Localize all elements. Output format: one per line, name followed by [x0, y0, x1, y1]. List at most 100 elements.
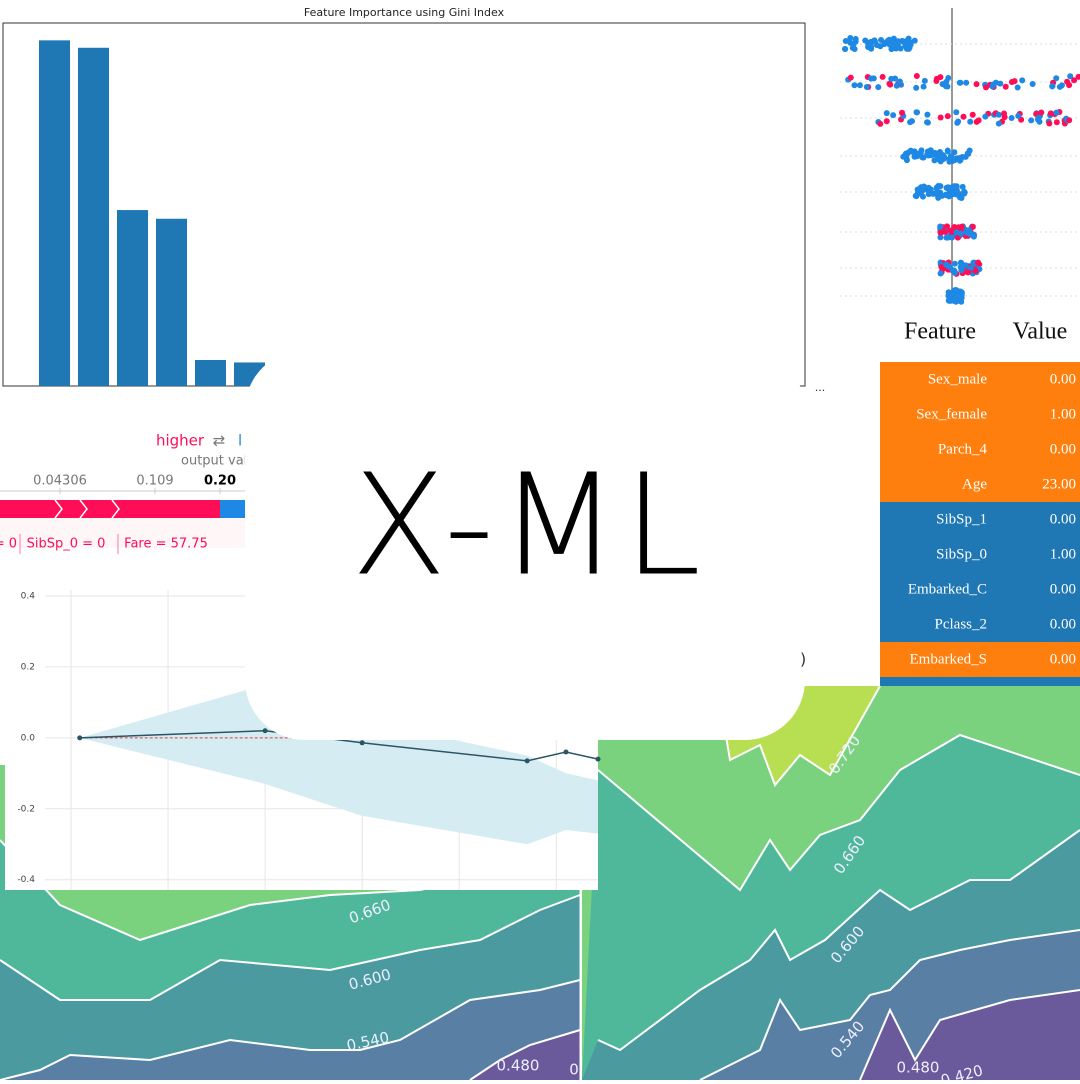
swarm-dot — [1049, 83, 1056, 90]
swarm-dot — [990, 81, 997, 88]
swarm-dot — [960, 113, 967, 120]
value-cell: 0.00 — [1050, 581, 1076, 597]
contour-line — [469, 1029, 581, 1081]
y-tick-label: -0.4 — [17, 875, 35, 885]
force-plot: higher ⇄ l output val = 0 SibSp_0 = 0 Fa… — [0, 432, 250, 554]
swarm-dot — [878, 36, 885, 43]
feature-label: Fare = 57.75 — [124, 537, 208, 552]
swarm-dot — [965, 269, 972, 276]
swarm-dot — [935, 183, 942, 190]
swarm-dot — [946, 193, 953, 200]
swarm-dot — [913, 109, 920, 116]
contour-line — [0, 894, 581, 1001]
swarm-dot — [945, 184, 952, 191]
swarm-dot — [842, 37, 849, 44]
logo-text: X-ML — [351, 445, 705, 608]
contour-band — [0, 1030, 580, 1080]
swarm-dot — [953, 183, 960, 190]
swarm-dot — [888, 75, 895, 82]
table-row — [880, 397, 1080, 432]
table-row — [880, 467, 1080, 502]
swarm-dot — [937, 74, 944, 81]
force-tick-label: 0.109 — [136, 474, 173, 489]
swarm-dot — [1046, 120, 1053, 127]
swarm-dot — [1066, 117, 1073, 124]
feature-cell: SibSp_0 — [936, 546, 987, 562]
swarm-dot — [1011, 78, 1018, 85]
contour-line — [597, 733, 1080, 892]
swarm-dot — [1038, 109, 1045, 116]
contour-line — [699, 929, 1080, 1081]
swarm-dot — [975, 117, 982, 124]
value-cell: 0.00 — [1050, 616, 1076, 632]
value-cell: 1.00 — [1050, 546, 1076, 562]
swarm-dot — [944, 113, 951, 120]
swarm-dot — [937, 234, 944, 241]
table-row — [880, 607, 1080, 642]
swarm-dot — [954, 294, 961, 301]
feature-cell: Pclass_2 — [935, 616, 988, 632]
swarm-dot — [925, 191, 932, 198]
arrows: ⇄ — [213, 432, 226, 450]
swarm-dot — [868, 75, 875, 82]
swarm-dot — [896, 78, 903, 85]
value-cell: 0.00 — [1050, 441, 1076, 457]
swarm-dot — [1071, 77, 1078, 84]
chevron — [54, 499, 63, 519]
feature-cell: Embarked_S — [910, 651, 987, 667]
header-value: Value — [1013, 319, 1068, 345]
table-row — [880, 537, 1080, 572]
swarm-dot — [937, 270, 944, 277]
swarm-dot — [851, 82, 858, 89]
swarm-dot — [893, 82, 900, 89]
swarm-dot — [888, 46, 895, 53]
swarm-dot — [957, 230, 964, 237]
swarm-dot — [969, 111, 976, 118]
bar — [195, 359, 226, 386]
feature-cell: Sex_male — [928, 371, 987, 387]
swarm-dot — [942, 228, 949, 235]
swarm-dot — [943, 234, 950, 241]
swarm-dot — [949, 234, 956, 241]
swarm-dot — [842, 45, 849, 52]
swarm-dot — [958, 289, 965, 296]
force-tick-label: 0.04306 — [33, 474, 87, 489]
swarm-dot — [897, 45, 904, 52]
bar — [78, 47, 109, 386]
swarm-dot — [972, 267, 979, 274]
bar-title: Feature Importance using Gini Index — [304, 6, 505, 19]
swarm-dot — [949, 292, 956, 299]
point — [77, 735, 83, 741]
swarm-dot — [1028, 117, 1035, 124]
swarm-dot — [907, 119, 914, 126]
swarm-dot — [953, 109, 960, 116]
confidence-band — [79, 684, 599, 845]
feature-cell: SibSp_1 — [936, 511, 987, 527]
point — [595, 756, 601, 762]
swarm-dot — [930, 190, 937, 197]
swarm-dot — [995, 120, 1002, 127]
swarm-dot — [920, 193, 927, 200]
swarm-dot — [879, 73, 886, 80]
force-tick-label: 0.20 — [204, 474, 236, 489]
contour-label: 0 — [569, 1061, 579, 1079]
swarm-dot — [1015, 112, 1022, 119]
swarm-dot — [1067, 73, 1074, 80]
swarm-dot — [940, 152, 947, 159]
swarm-dot — [973, 81, 980, 88]
value-cell: 1.00 — [1050, 406, 1076, 422]
swarm-dot — [937, 223, 944, 230]
swarm-dot — [951, 157, 958, 164]
contour-line — [859, 989, 1080, 1081]
value-cell: 0.00 — [1050, 371, 1076, 387]
contour-line — [597, 829, 1080, 1052]
swarm-dot — [944, 83, 951, 90]
fragment: ) — [800, 650, 806, 669]
swarm-dot — [956, 191, 963, 198]
y-tick-label: 0.4 — [21, 591, 36, 601]
table: Feature Value Sex_male 0.00 Sex_female 1.00… — [880, 319, 1080, 686]
swarm-dot — [910, 149, 917, 156]
bar — [156, 218, 187, 386]
swarm-dot — [913, 84, 920, 91]
